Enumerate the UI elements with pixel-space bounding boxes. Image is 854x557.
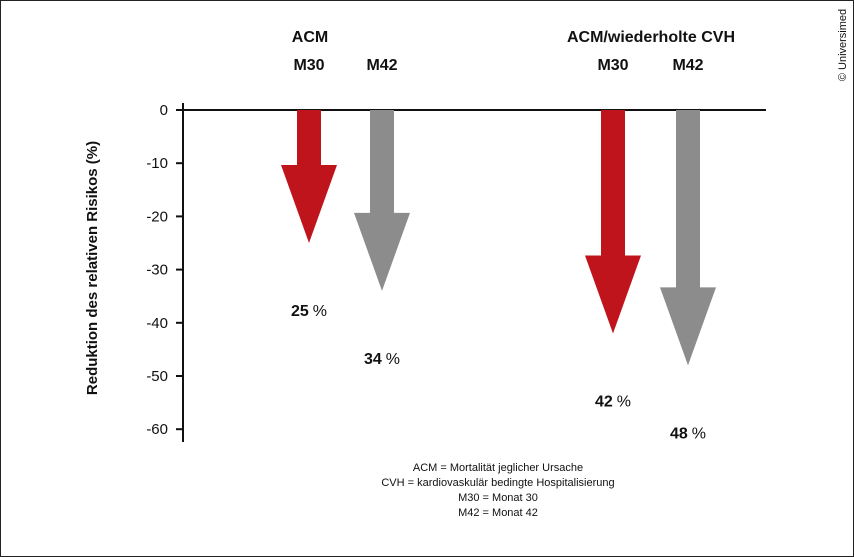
y-tick-label: -40 [146,315,168,332]
series-label: M42 [366,57,397,74]
y-tick-label: -10 [146,155,168,172]
series-label: M30 [293,57,324,74]
arrow-bar-m42 [660,110,716,366]
value-label: 42% [595,393,631,410]
y-tick-label: 0 [160,102,168,119]
y-axis-label: Reduktion des relativen Risikos (%) [84,141,101,395]
footnotes: ACM = Mortalität jeglicher Ursache CVH = … [381,462,614,519]
value-unit: % [386,351,400,368]
arrow-bar-m30 [585,110,641,334]
copyright-notice: © Universimed [837,9,849,81]
value-unit: % [313,303,327,320]
value-unit: % [692,425,706,442]
series-label: M42 [672,57,703,74]
value-number: 42 [595,393,613,410]
value-label: 34% [364,351,400,368]
footnote-line: M42 = Monat 42 [458,507,538,519]
group-title: ACM [292,29,328,46]
footnote-line: ACM = Mortalität jeglicher Ursache [413,462,583,474]
value-label: 48% [670,425,706,442]
value-labels: 25 %34 %42 %48% [291,303,706,442]
arrow-bar-m42 [354,110,410,291]
arrow-bars [281,110,716,366]
y-tick-label: -60 [146,421,168,438]
arrow-bar-m30 [281,110,337,243]
footnote-line: CVH = kardiovaskulär bedingte Hospitalis… [381,477,614,489]
y-tick-label: -30 [146,262,168,279]
group-title: ACM/wiederholte CVH [567,29,735,46]
footnote-line: M30 = Monat 30 [458,492,538,504]
value-number: 48 [670,425,688,442]
value-number: 34 [364,351,382,368]
series-label: M30 [597,57,628,74]
value-number: 25 [291,303,309,320]
y-tick-label: -50 [146,368,168,385]
y-tick-label: -20 [146,208,168,225]
value-unit: % [617,393,631,410]
value-label: 25% [291,303,327,320]
group-headers: ACM M30 M42 ACM/wiederholte CVH M30 M42 [292,29,735,74]
y-axis-ticks: 0 -10 -20 -30 -40 -50 -60 [146,102,183,438]
